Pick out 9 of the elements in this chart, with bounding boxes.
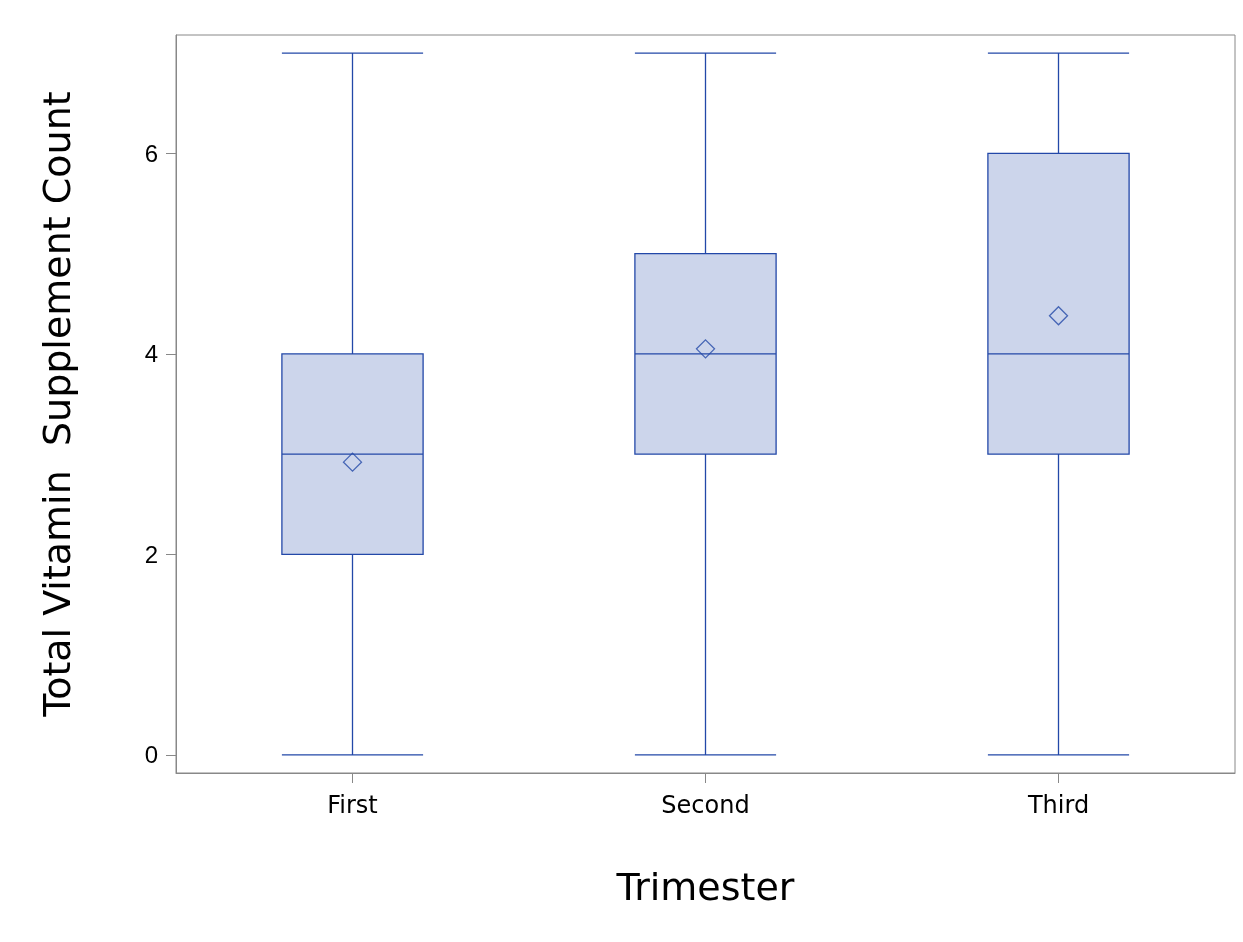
y-tick-label: 6 [144,139,158,167]
y-axis-title: Total Vitamin Supplement Count [35,91,79,718]
x-tick-label: Second [661,791,750,819]
y-tick-label: 4 [144,340,158,368]
y-tick-label: 0 [144,741,158,769]
y-tick-label: 2 [144,540,158,568]
x-axis-title: Trimester [615,865,795,909]
x-tick-label: Third [1026,791,1090,819]
x-tick-label: First [327,791,378,819]
